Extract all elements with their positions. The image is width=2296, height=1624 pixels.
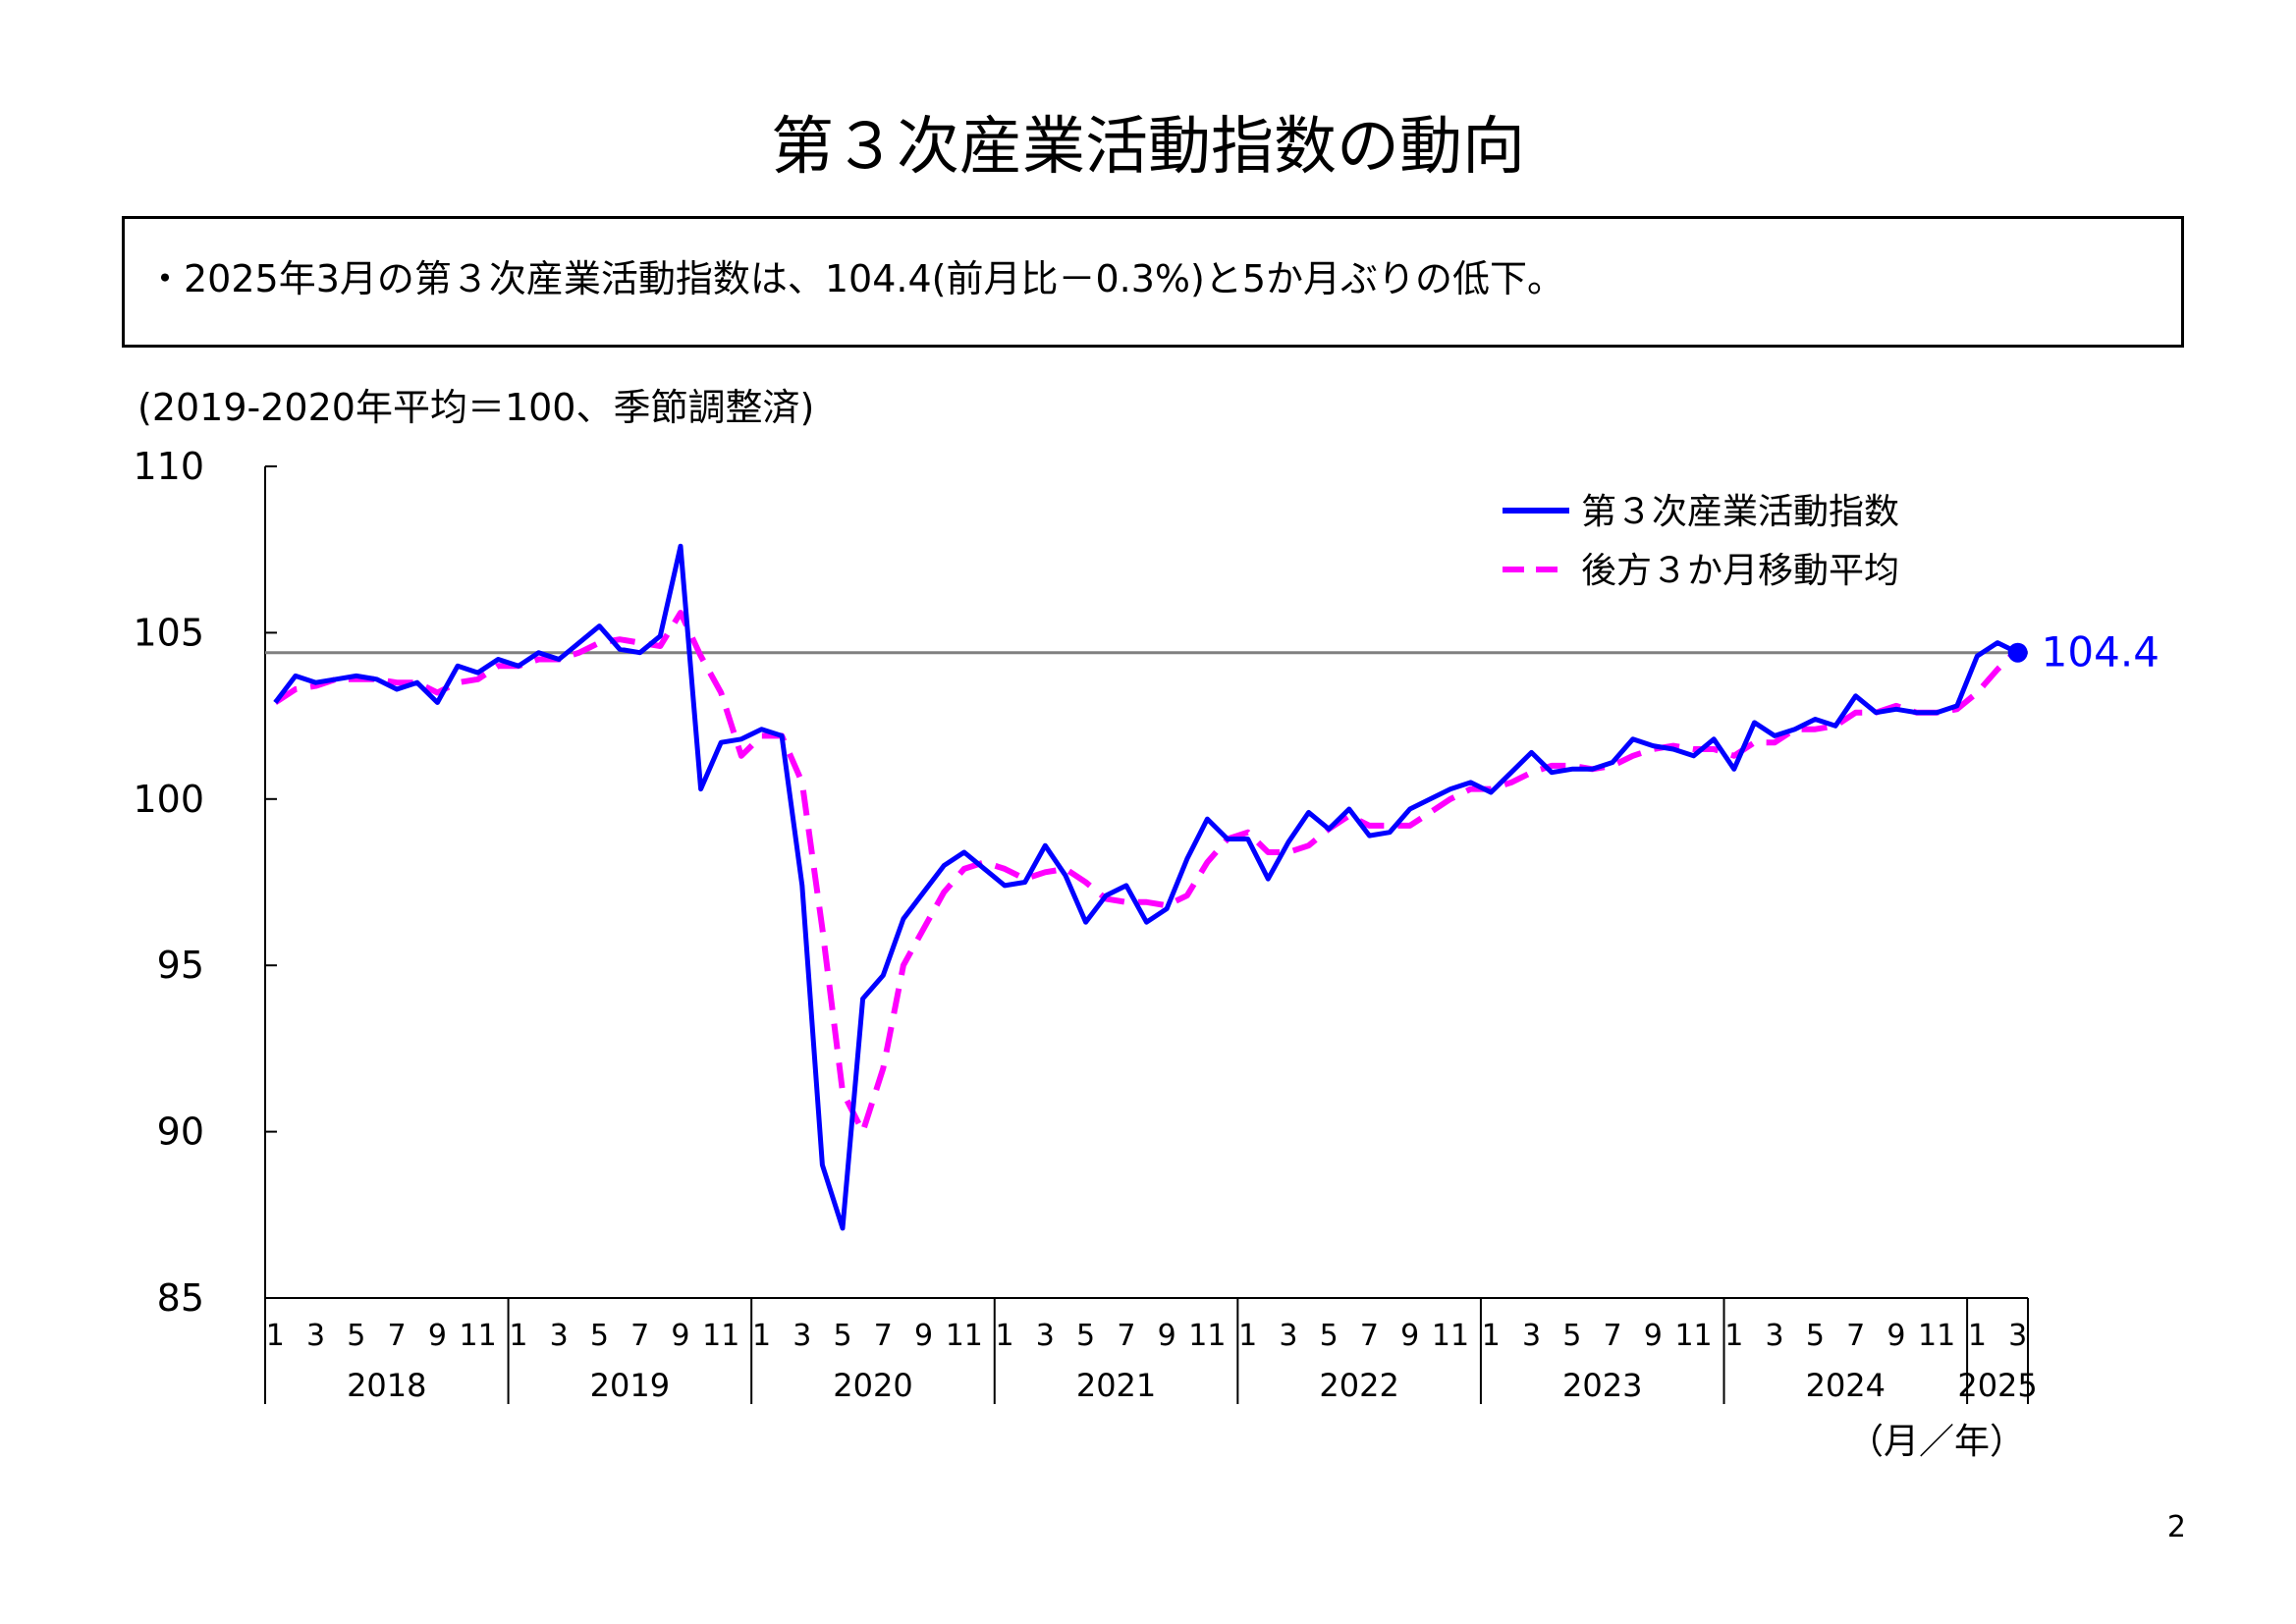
year-label: 2018 bbox=[347, 1367, 426, 1404]
y-tick-label: 100 bbox=[133, 778, 204, 821]
x-tick-label: 1 bbox=[1968, 1319, 1987, 1353]
x-tick-label: 5 bbox=[590, 1319, 609, 1353]
x-tick-label: 5 bbox=[1806, 1319, 1825, 1353]
year-label: 2025 bbox=[1957, 1367, 2037, 1404]
summary-box: ・2025年3月の第３次産業活動指数は、104.4(前月比－0.3%)と5か月ぶ… bbox=[122, 216, 2184, 348]
axes bbox=[264, 466, 2028, 1299]
x-tick-label: 9 bbox=[1886, 1319, 1905, 1353]
last-value-label: 104.4 bbox=[2042, 628, 2159, 677]
x-tick-label: 11 bbox=[1674, 1319, 1712, 1353]
x-tick-label: 5 bbox=[1562, 1319, 1581, 1353]
last-point-marker bbox=[2007, 642, 2028, 663]
x-tick-label: 3 bbox=[1766, 1319, 1784, 1353]
x-tick-label: 1 bbox=[266, 1319, 285, 1353]
y-axis-ticks: 85 90 95 100 105 110 bbox=[133, 445, 277, 1320]
x-tick-label: 9 bbox=[1644, 1319, 1663, 1353]
x-tick-label: 3 bbox=[1279, 1319, 1297, 1353]
moving-average-line bbox=[273, 610, 2020, 1135]
x-tick-label: 9 bbox=[914, 1319, 933, 1353]
year-label: 2024 bbox=[1806, 1367, 1886, 1404]
x-tick-label: 1 bbox=[1238, 1319, 1257, 1353]
x-tick-label: 5 bbox=[347, 1319, 365, 1353]
x-tick-label: 3 bbox=[1522, 1319, 1541, 1353]
x-tick-label: 1 bbox=[1724, 1319, 1743, 1353]
x-tick-label: 5 bbox=[1320, 1319, 1339, 1353]
x-tick-label: 7 bbox=[874, 1319, 893, 1353]
x-tick-label: 1 bbox=[1482, 1319, 1501, 1353]
x-tick-label: 11 bbox=[702, 1319, 739, 1353]
year-label: 2023 bbox=[1562, 1367, 1642, 1404]
summary-text: ・2025年3月の第３次産業活動指数は、104.4(前月比－0.3%)と5か月ぶ… bbox=[146, 257, 1565, 300]
y-tick-label: 85 bbox=[157, 1276, 204, 1320]
x-tick-label: 3 bbox=[306, 1319, 325, 1353]
x-tick-label: 5 bbox=[833, 1319, 851, 1353]
x-tick-label: 11 bbox=[1188, 1319, 1226, 1353]
page-number: 2 bbox=[2166, 1510, 2186, 1544]
legend-label: 後方３か月移動平均 bbox=[1581, 551, 1899, 591]
x-tick-label: 9 bbox=[671, 1319, 689, 1353]
y-tick-label: 90 bbox=[157, 1110, 204, 1154]
x-tick-label: 5 bbox=[1076, 1319, 1095, 1353]
series-group: 104.4 bbox=[273, 543, 2159, 1231]
x-tick-label: 11 bbox=[1918, 1319, 1955, 1353]
x-tick-label: 7 bbox=[1603, 1319, 1621, 1353]
chart-note: (2019-2020年平均＝100、季節調整済) bbox=[137, 386, 814, 429]
x-tick-label: 9 bbox=[428, 1319, 447, 1353]
x-tick-label: 3 bbox=[793, 1319, 811, 1353]
y-tick-label: 110 bbox=[133, 445, 204, 488]
year-label: 2020 bbox=[833, 1367, 912, 1404]
x-tick-label: 11 bbox=[946, 1319, 983, 1353]
year-label: 2022 bbox=[1319, 1367, 1398, 1404]
x-tick-label: 11 bbox=[1432, 1319, 1469, 1353]
x-tick-label: 7 bbox=[1846, 1319, 1865, 1353]
index-line bbox=[273, 543, 2019, 1231]
x-tick-label: 9 bbox=[1158, 1319, 1176, 1353]
year-label: 2021 bbox=[1076, 1367, 1156, 1404]
year-label: 2019 bbox=[590, 1367, 670, 1404]
x-tick-label: 7 bbox=[1117, 1319, 1135, 1353]
x-tick-label: 1 bbox=[509, 1319, 527, 1353]
x-tick-label: 3 bbox=[2008, 1319, 2027, 1353]
x-tick-label: 7 bbox=[388, 1319, 407, 1353]
x-tick-label: 11 bbox=[460, 1319, 497, 1353]
legend-label: 第３次産業活動指数 bbox=[1581, 492, 1899, 532]
x-tick-label: 1 bbox=[996, 1319, 1014, 1353]
y-tick-label: 95 bbox=[157, 944, 204, 987]
x-tick-label: 9 bbox=[1400, 1319, 1419, 1353]
x-tick-label: 1 bbox=[752, 1319, 771, 1353]
x-tick-label: 3 bbox=[550, 1319, 569, 1353]
y-tick-label: 105 bbox=[133, 611, 204, 654]
x-tick-label: 7 bbox=[1360, 1319, 1379, 1353]
x-tick-label: 7 bbox=[630, 1319, 649, 1353]
page-title: 第３次産業活動指数の動向 bbox=[771, 111, 1525, 184]
x-tick-label: 3 bbox=[1036, 1319, 1055, 1353]
x-axis-label: （月／年） bbox=[1848, 1422, 2025, 1462]
